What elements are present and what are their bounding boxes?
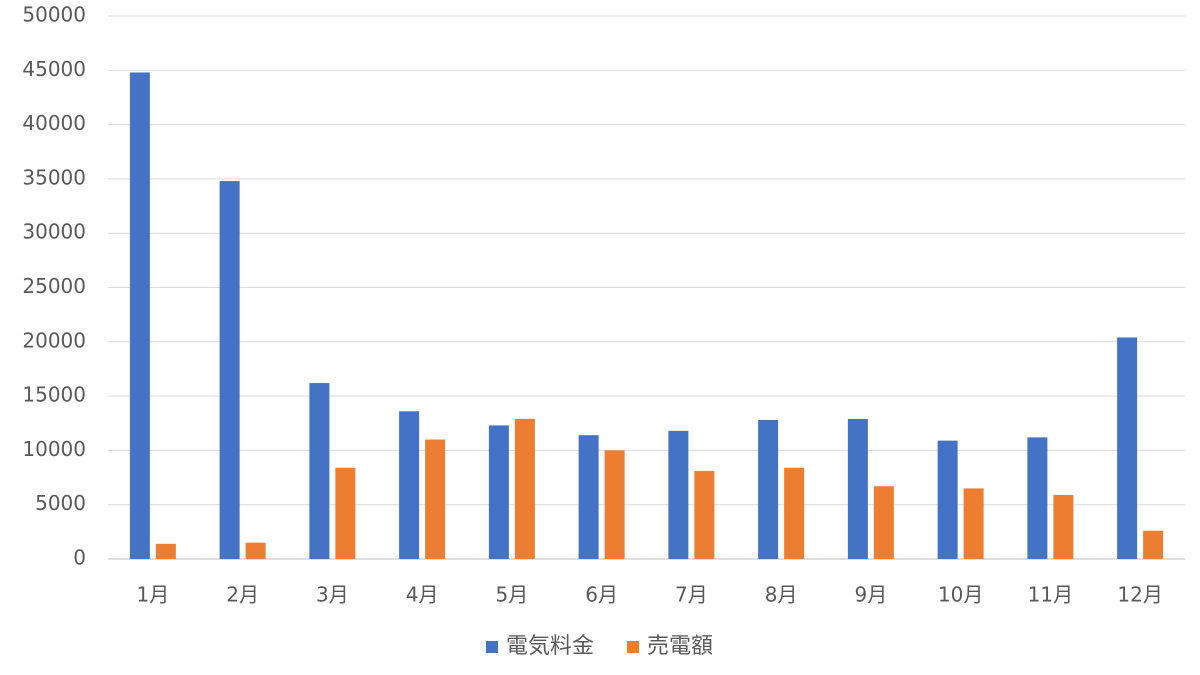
x-tick-label: 3月 — [316, 583, 349, 607]
bar-denki-ryokin-6 — [578, 435, 599, 559]
bar-denki-ryokin-9 — [847, 418, 868, 559]
bar-denki-ryokin-11 — [1027, 437, 1048, 559]
bar-baiden-gaku-7 — [694, 471, 715, 559]
bars — [129, 72, 1164, 560]
bar-denki-ryokin-5 — [488, 425, 509, 559]
y-tick-label: 25000 — [22, 274, 86, 298]
bar-baiden-gaku-2 — [245, 542, 266, 559]
bar-baiden-gaku-10 — [963, 488, 984, 559]
x-tick-label: 4月 — [406, 583, 439, 607]
x-tick-label: 12月 — [1117, 583, 1162, 607]
x-tick-label: 11月 — [1028, 583, 1073, 607]
bar-denki-ryokin-4 — [399, 411, 420, 559]
x-tick-label: 5月 — [496, 583, 529, 607]
legend-swatch — [486, 641, 498, 653]
bar-baiden-gaku-3 — [335, 467, 356, 559]
y-tick-label: 35000 — [22, 165, 86, 189]
y-tick-label: 20000 — [22, 328, 86, 352]
y-tick-label: 45000 — [22, 57, 86, 81]
bar-denki-ryokin-12 — [1117, 337, 1138, 559]
x-tick-label: 1月 — [137, 583, 170, 607]
bar-baiden-gaku-8 — [784, 467, 805, 559]
bar-denki-ryokin-10 — [937, 440, 958, 559]
bar-denki-ryokin-3 — [309, 383, 330, 559]
bar-denki-ryokin-1 — [129, 72, 150, 560]
legend-label: 電気料金 — [506, 634, 594, 659]
legend-label: 売電額 — [647, 634, 713, 659]
x-tick-label: 8月 — [765, 583, 798, 607]
bar-baiden-gaku-11 — [1053, 494, 1074, 559]
x-axis-ticks: 1月 2月 3月 4月 5月 6月 7月 8月 9月 10月 11月 12月 — [137, 583, 1163, 607]
x-tick-label: 10月 — [938, 583, 983, 607]
bar-denki-ryokin-2 — [219, 181, 240, 559]
bar-baiden-gaku-5 — [514, 418, 535, 559]
y-tick-label: 30000 — [22, 220, 86, 244]
x-tick-label: 2月 — [226, 583, 259, 607]
x-tick-label: 9月 — [855, 583, 888, 607]
legend-swatch — [627, 641, 639, 653]
bar-denki-ryokin-8 — [758, 419, 779, 559]
y-tick-label: 10000 — [22, 437, 86, 461]
bar-baiden-gaku-1 — [155, 543, 176, 559]
gridlines — [108, 15, 1185, 560]
x-tick-label: 6月 — [585, 583, 618, 607]
y-tick-label: 50000 — [22, 3, 86, 27]
bar-baiden-gaku-6 — [604, 450, 625, 559]
legend: 電気料金 売電額 — [486, 634, 713, 659]
x-tick-label: 7月 — [675, 583, 708, 607]
y-tick-label: 15000 — [22, 383, 86, 407]
y-tick-label: 0 — [73, 546, 86, 570]
bar-baiden-gaku-12 — [1143, 530, 1164, 559]
bar-denki-ryokin-7 — [668, 430, 689, 559]
y-tick-label: 40000 — [22, 111, 86, 135]
y-axis-ticks: 0 5000 10000 15000 20000 25000 30000 35000 40000… — [22, 3, 86, 570]
bar-baiden-gaku-9 — [873, 486, 894, 559]
bar-baiden-gaku-4 — [425, 439, 446, 559]
y-tick-label: 5000 — [35, 491, 86, 515]
